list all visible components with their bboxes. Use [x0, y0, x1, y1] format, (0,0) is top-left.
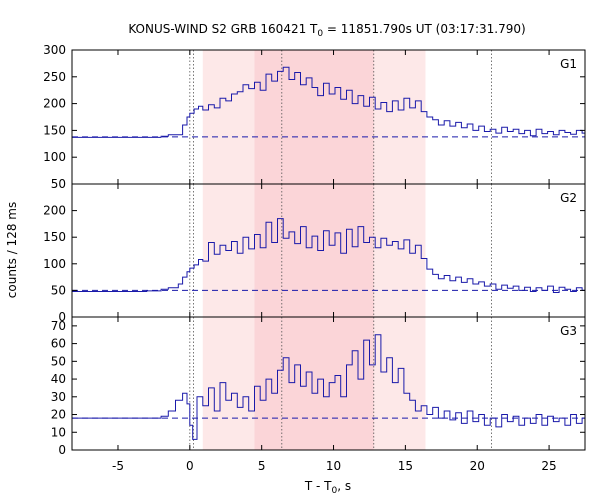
- y-tick-label: 100: [43, 257, 66, 271]
- highlight-dark-region: [254, 317, 374, 450]
- y-tick-label: 0: [58, 310, 66, 324]
- y-tick-label: 50: [51, 283, 66, 297]
- y-tick-label: 0: [58, 443, 66, 457]
- x-tick-label: 25: [541, 459, 556, 473]
- x-tick-label: 15: [398, 459, 413, 473]
- y-tick-label: 150: [43, 230, 66, 244]
- lightcurve-series-g2: [72, 218, 586, 293]
- lightcurve-series-g1: [72, 66, 586, 138]
- panels-group: 50100150200250300G1050100150200G20102030…: [43, 43, 586, 473]
- panel-label-g3: G3: [560, 324, 577, 338]
- y-tick-label: 200: [43, 204, 66, 218]
- x-axis-label: T - T0, s: [304, 479, 351, 496]
- x-tick-label: 20: [470, 459, 485, 473]
- highlight-dark-region: [254, 50, 374, 184]
- y-axis-label: counts / 128 ms: [5, 202, 19, 298]
- x-tick-label: 5: [258, 459, 266, 473]
- highlight-dark-region: [254, 184, 374, 317]
- x-axis-label-rest: , s: [337, 479, 351, 493]
- y-tick-label: 20: [51, 408, 66, 422]
- y-tick-label: 70: [51, 319, 66, 333]
- y-tick-label: 10: [51, 425, 66, 439]
- chart-title-main: KONUS-WIND S2 GRB 160421 T: [128, 22, 318, 36]
- chart-title: KONUS-WIND S2 GRB 160421 T0 = 11851.790s…: [128, 22, 525, 39]
- panel-g1: 50 100 150 200 250 300 G1: [43, 43, 586, 191]
- panel-g3: 0 10 20 30 40 50 60 70 G3: [51, 316, 586, 457]
- y-tick-label: 30: [51, 390, 66, 404]
- y-tick-label: 250: [43, 70, 66, 84]
- y-tick-label: 40: [51, 372, 66, 386]
- panel-frame: [71, 316, 586, 451]
- y-tick-label: 50: [51, 177, 66, 191]
- panel-label-g2: G2: [560, 191, 577, 205]
- x-tick-label: 0: [186, 459, 194, 473]
- lightcurve-series-g3: [72, 334, 586, 440]
- chart-title-subscript: 0: [317, 29, 323, 39]
- panel-label-g1: G1: [560, 57, 577, 71]
- x-tick-label: 10: [326, 459, 341, 473]
- chart-title-rest: = 11851.790s UT (03:17:31.790): [323, 22, 526, 36]
- x-axis-label-subscript: 0: [332, 486, 338, 496]
- y-tick-label: 300: [43, 43, 66, 57]
- y-tick-label: 150: [43, 123, 66, 137]
- y-tick-label: 50: [51, 354, 66, 368]
- y-tick-label: 200: [43, 97, 66, 111]
- x-axis-label-main: T - T: [304, 479, 332, 493]
- panel-g2: 0 50 100 150 200 G2: [43, 183, 586, 324]
- y-tick-label: 60: [51, 337, 66, 351]
- y-tick-label: 100: [43, 150, 66, 164]
- x-tick-label: -5: [112, 459, 124, 473]
